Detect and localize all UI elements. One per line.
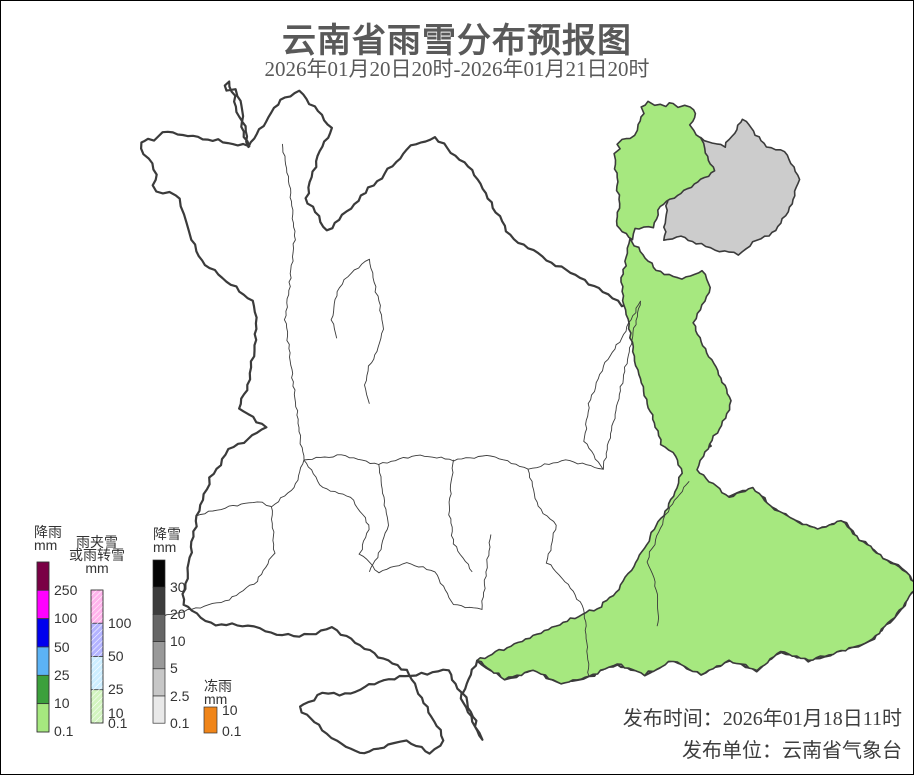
svg-text:100: 100 xyxy=(108,615,132,631)
svg-text:20: 20 xyxy=(170,606,186,622)
svg-text:0.1: 0.1 xyxy=(222,723,242,739)
svg-text:25: 25 xyxy=(54,667,70,683)
svg-text:mm: mm xyxy=(85,560,108,576)
svg-text:25: 25 xyxy=(108,681,124,697)
svg-text:30: 30 xyxy=(170,579,186,595)
svg-text:5: 5 xyxy=(170,660,178,676)
svg-text:mm: mm xyxy=(34,537,57,553)
svg-text:10: 10 xyxy=(170,633,186,649)
svg-text:50: 50 xyxy=(54,639,70,655)
svg-text:mm: mm xyxy=(153,539,176,555)
svg-text:10: 10 xyxy=(54,695,70,711)
svg-text:0.1: 0.1 xyxy=(170,715,190,731)
svg-text:10: 10 xyxy=(222,702,238,718)
svg-text:2.5: 2.5 xyxy=(170,688,190,704)
svg-text:100: 100 xyxy=(54,610,78,626)
svg-text:0.1: 0.1 xyxy=(54,723,74,739)
svg-text:50: 50 xyxy=(108,648,124,664)
svg-text:0.1: 0.1 xyxy=(108,715,128,731)
svg-text:250: 250 xyxy=(54,582,78,598)
